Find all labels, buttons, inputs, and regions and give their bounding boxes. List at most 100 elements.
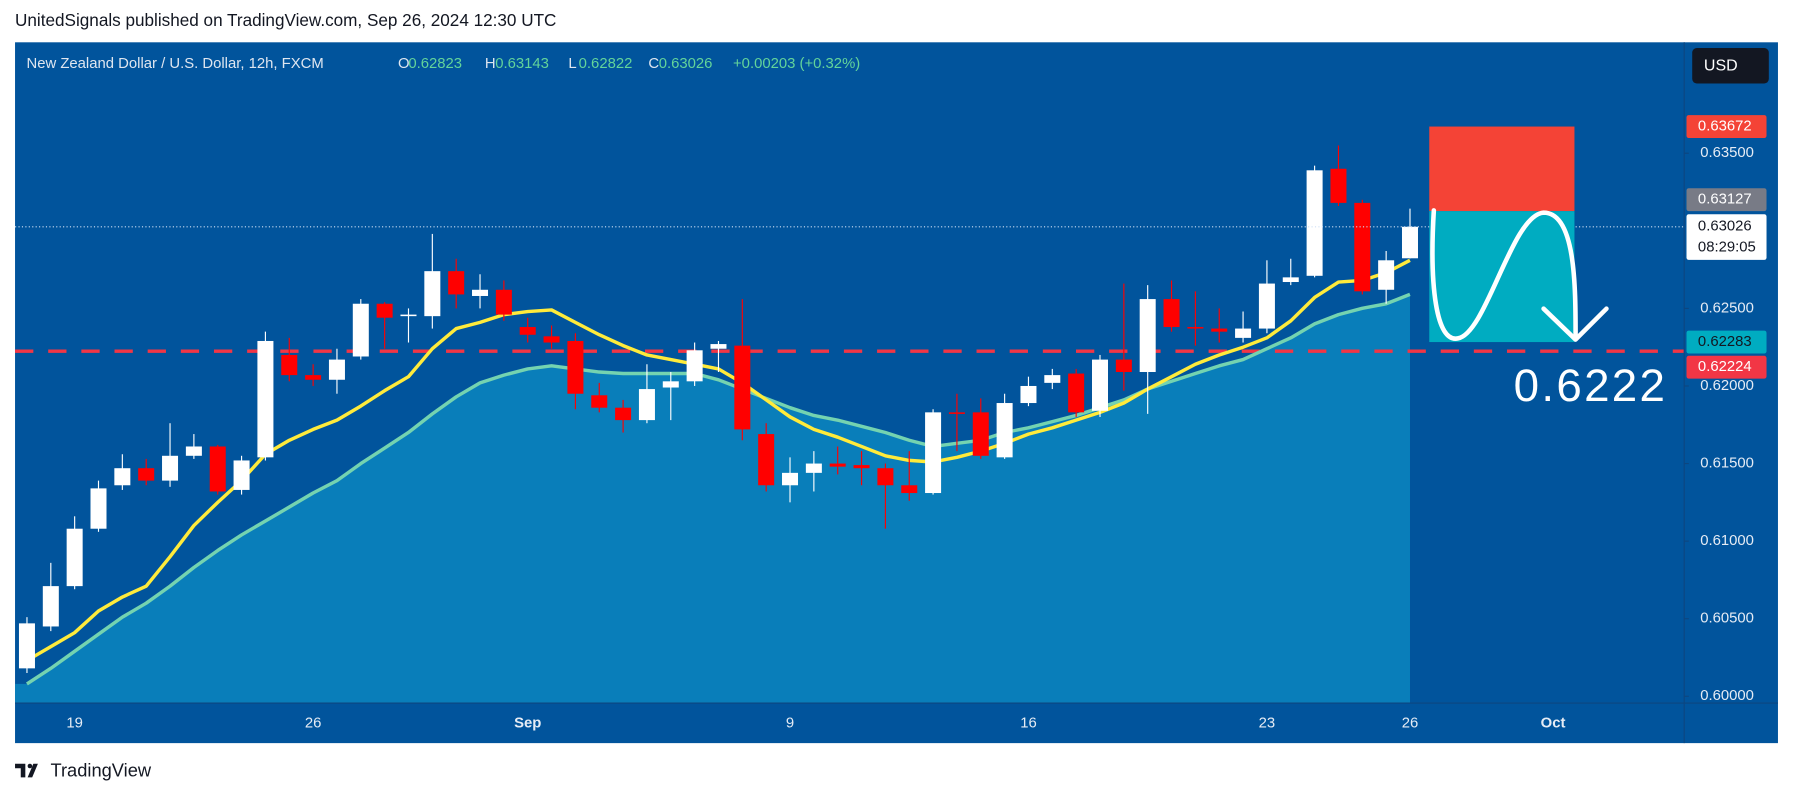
x-tick-label: Sep [514, 716, 541, 732]
candle-body [400, 314, 417, 317]
y-tick-label: 0.61500 [1700, 455, 1754, 471]
candle-body [710, 344, 727, 349]
candle-body [185, 446, 202, 456]
candle-body [805, 463, 822, 473]
candle-body [233, 460, 250, 490]
candle-body [1258, 283, 1275, 329]
candle-body [1354, 202, 1371, 292]
candle-body [948, 412, 965, 414]
entry-badge: 0.63127 [1698, 192, 1752, 208]
candle-body [138, 468, 155, 481]
ma-line [25, 292, 1411, 686]
x-tick-label: 23 [1259, 716, 1276, 732]
y-tick-label: 0.62000 [1700, 378, 1754, 394]
candle-body [1020, 385, 1037, 404]
candle-body [1378, 260, 1395, 290]
stop-zone [1429, 126, 1575, 212]
legend-change: +0.00203 (+0.32%) [733, 56, 860, 72]
x-tick-label: 9 [786, 716, 794, 732]
y-tick-label: 0.60500 [1700, 611, 1754, 627]
candle-body [1211, 328, 1228, 332]
candle-body [42, 586, 59, 627]
candle-body [1163, 299, 1180, 328]
candle-body [328, 359, 345, 380]
candle-body [734, 345, 751, 430]
candle-body [114, 468, 131, 486]
candle-body [1235, 328, 1252, 338]
legend-low: 0.62822 [579, 56, 633, 72]
candle-body [519, 327, 536, 335]
candle-body [305, 375, 322, 380]
legend-h: H [485, 56, 496, 72]
y-tick-label: 0.62500 [1700, 300, 1754, 316]
candle-body [782, 472, 799, 486]
target-badge: 0.62283 [1698, 334, 1752, 350]
price-badge-bg [1686, 214, 1767, 260]
candle-body [66, 528, 83, 587]
candle-body [495, 289, 512, 315]
candle-body [758, 434, 775, 486]
candle-body [686, 350, 703, 382]
drawn-curve [1430, 208, 1578, 341]
stop-badge-bg [1686, 115, 1767, 138]
y-tick-label: 0.61000 [1700, 533, 1754, 549]
x-tick-label: 26 [1402, 716, 1419, 732]
candle-body [376, 303, 393, 318]
x-tick-label: 16 [1020, 716, 1037, 732]
brand-name: TradingView [50, 760, 151, 781]
legend-c: C [648, 56, 659, 72]
candle-body [424, 271, 441, 317]
y-tick-label: 0.60000 [1700, 688, 1754, 704]
candle-body [1044, 375, 1061, 383]
candle-body [1139, 299, 1156, 373]
candle-body [901, 485, 918, 494]
candle-body [972, 412, 989, 456]
candle-body [662, 381, 679, 388]
candle-body [257, 340, 274, 458]
candle-body [18, 623, 35, 669]
candle-body [925, 412, 942, 494]
logo-mark [15, 763, 38, 778]
candle-body [281, 354, 298, 376]
x-tick-label: 26 [305, 716, 322, 732]
stop-badge: 0.63672 [1698, 118, 1752, 134]
candle-body [591, 395, 608, 408]
candle-body [90, 488, 107, 529]
candle-body [567, 340, 584, 394]
target-badge-bg [1686, 330, 1767, 354]
drawn-arrow [1541, 306, 1609, 342]
brand-logo [15, 763, 38, 778]
candle-body [162, 455, 179, 481]
price-badge: 0.63026 [1698, 219, 1752, 235]
legend-close: 0.63026 [659, 56, 713, 72]
publish-note: UnitedSignals published on TradingView.c… [15, 10, 556, 30]
target-zone [1429, 211, 1575, 343]
candle-body [209, 446, 226, 492]
currency-button[interactable] [1692, 48, 1769, 84]
legend-high: 0.63143 [495, 56, 549, 72]
x-tick-label: Oct [1541, 716, 1566, 732]
x-tick-label: 19 [66, 716, 83, 732]
candle-body [996, 403, 1013, 458]
level-annotation: 0.6222 [1514, 360, 1668, 411]
candle-body [1306, 170, 1323, 276]
y-tick-label: 0.63500 [1700, 145, 1754, 161]
level-badge: 0.62224 [1698, 359, 1752, 375]
ma-area [15, 294, 1410, 704]
candle-body [472, 289, 489, 296]
candle-body [1330, 168, 1347, 203]
logo-dot [27, 763, 33, 769]
legend-title: New Zealand Dollar / U.S. Dollar, 12h, F… [26, 56, 323, 72]
candle-body [448, 271, 465, 295]
candle-body [615, 407, 632, 421]
candle-body [1091, 359, 1109, 411]
legend-o: O [398, 56, 410, 72]
candle-body [1068, 373, 1085, 413]
candle-body [829, 463, 846, 467]
candle-body [853, 465, 870, 469]
level-badge-bg [1686, 355, 1767, 379]
candle-body [1187, 327, 1204, 329]
currency-label: USD [1704, 58, 1738, 75]
